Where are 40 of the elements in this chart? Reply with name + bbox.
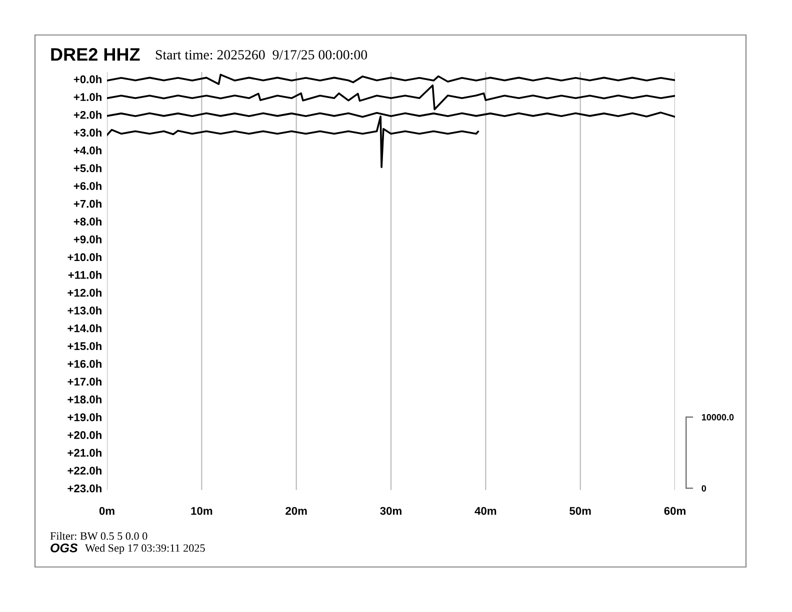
y-tick-label: +13.0h [68,306,102,314]
y-tick-label: +7.0h [74,200,102,208]
text: Wed Sep 17 03:39:11 2025 [85,544,205,554]
x-tick-label: 40m [474,506,496,515]
y-tick-label: +5.0h [74,164,102,172]
y-tick-label: +0.0h [74,75,102,84]
y2-tick-label: 0 [702,485,706,492]
y-tick-label: +22.0h [68,466,102,475]
y-tick-label: +1.0h [74,92,102,102]
y-tick-label: +15.0h [68,342,102,350]
y-tick-label: +9.0h [74,235,102,244]
line-series [107,74,675,85]
line-series [107,84,675,110]
x-tick-label: 60m [664,506,686,515]
x-tick-label: 20m [286,506,307,515]
y-tick-label: +17.0h [68,377,102,386]
y-tick-label: +12.0h [68,288,102,297]
y-tick-label: +10.0h [68,252,102,262]
y-tick-label: +16.0h [68,360,102,368]
y-tick-label: +8.0h [74,217,102,226]
y-tick-label: +18.0h [68,395,102,404]
text: OGS [50,544,78,552]
y-tick-label: +4.0h [74,146,102,154]
chart-title: DRE2 HHZ [51,48,140,61]
y-tick-label: +3.0h [74,128,102,137]
x-tick-label: 30m [380,506,402,515]
y-tick-label: +11.0h [68,270,102,279]
y-tick-label: +23.0h [68,484,102,492]
y-tick-label: +14.0h [68,324,102,332]
y-tick-label: +21.0h [68,448,102,457]
text: Filter: BW 0.5 5 0.0 0 [50,532,148,540]
y-tick-label: +6.0h [74,182,102,190]
chart-subtitle: Start time: 2025260 9/17/25 00:00:00 [156,50,368,60]
x-tick-label: 10m [191,506,212,515]
y-tick-label: +19.0h [68,413,102,422]
x-tick-label: 50m [570,506,591,515]
y-tick-label: +2.0h [74,110,102,119]
x-tick-label: 0m [99,506,114,515]
y2-tick-label: 10000.0 [702,414,734,420]
y-tick-label: +20.0h [68,430,102,439]
